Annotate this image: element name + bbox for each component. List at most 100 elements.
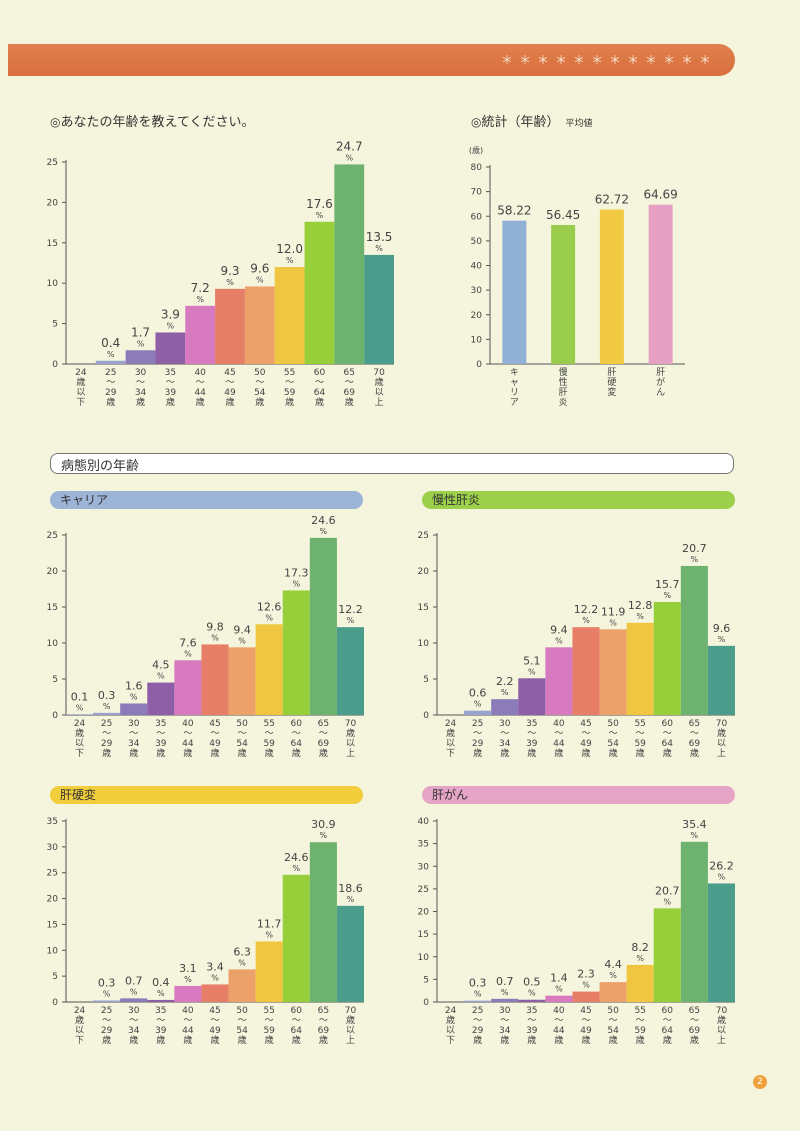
x-tick-label: 65: [689, 1006, 700, 1016]
data-label: 58.22: [497, 204, 531, 218]
bar: [255, 941, 283, 1002]
disease-section-title: 病態別の年齢: [61, 459, 140, 474]
data-label: 2.3: [577, 968, 595, 981]
x-tick-label: 70: [716, 1006, 728, 1016]
data-label: 1.4: [550, 972, 568, 985]
x-tick-label: 上: [346, 1035, 355, 1046]
x-tick-label: 〜: [345, 378, 354, 388]
data-label-unit: %: [292, 864, 300, 873]
x-tick-label: 歳: [446, 1014, 455, 1026]
data-label: 0.4: [101, 336, 120, 350]
x-tick-label: 歳: [210, 1034, 219, 1046]
data-label-unit: %: [76, 703, 84, 712]
title-mark: ◎: [50, 115, 61, 129]
y-tick-label: 25: [418, 531, 429, 541]
data-label: 0.7: [496, 975, 514, 988]
x-tick-label: 55: [263, 1006, 274, 1016]
x-tick-label: 55: [634, 1006, 645, 1016]
data-label-unit: %: [691, 555, 699, 564]
x-tick-label: 以: [75, 1026, 84, 1036]
bar: [174, 660, 202, 715]
bar: [309, 842, 337, 1002]
x-tick-label: 歳: [375, 376, 384, 388]
stats-title: ◎統計（年齢） 平均値: [471, 111, 593, 130]
x-tick-label: 24: [445, 719, 457, 729]
x-tick-label: 24: [75, 368, 87, 378]
x-tick-label: 歳: [102, 1034, 111, 1046]
x-tick-label: 歳: [346, 1014, 355, 1026]
x-tick-label: 60: [662, 719, 674, 729]
y-tick-label: 5: [423, 975, 429, 985]
data-label: 5.1: [523, 654, 541, 667]
y-tick-label: 15: [47, 920, 58, 930]
x-tick-label: 25: [472, 719, 483, 729]
bar: [93, 712, 121, 715]
x-tick-label: 〜: [500, 1016, 509, 1026]
x-tick-label: 歳: [527, 1034, 536, 1046]
x-tick-label: 30: [499, 719, 511, 729]
x-tick-label: 歳: [238, 1034, 247, 1046]
data-label: 9.8: [206, 620, 224, 633]
y-tick-label: 20: [471, 311, 483, 321]
x-tick-label: リ: [510, 388, 519, 398]
bar: [707, 645, 735, 715]
data-label: 30.9: [311, 818, 336, 831]
data-label: 62.72: [595, 193, 629, 207]
x-tick-label: 〜: [636, 1016, 645, 1026]
x-tick-label: 70: [345, 719, 357, 729]
bar: [464, 1000, 492, 1002]
x-tick-label: 59: [634, 739, 646, 749]
x-tick-label: 40: [182, 1006, 194, 1016]
data-label: 12.6: [257, 600, 282, 613]
x-tick-label: 34: [135, 388, 147, 398]
data-label: 12.2: [338, 603, 363, 616]
y-tick-label: 5: [423, 675, 429, 685]
x-tick-label: 歳: [446, 727, 455, 739]
bar: [147, 682, 175, 715]
x-tick-label: 70: [373, 368, 385, 378]
x-tick-label: 64: [314, 388, 326, 398]
x-tick-label: 歳: [319, 747, 328, 759]
chart-cirrhosis-age: 0510152025303524歳以下0.3%25〜29歳0.7%30〜34歳0…: [47, 817, 364, 1046]
x-tick-label: 30: [128, 1006, 140, 1016]
x-tick-label: 〜: [636, 729, 645, 739]
x-tick-label: 60: [291, 1006, 303, 1016]
x-tick-label: 歳: [292, 747, 301, 759]
bar: [545, 647, 573, 715]
x-tick-label: 〜: [285, 378, 294, 388]
data-label-unit: %: [265, 613, 273, 622]
x-tick-label: 〜: [156, 729, 165, 739]
y-tick-label: 15: [47, 239, 58, 249]
data-label: 0.1: [71, 690, 89, 703]
x-tick-label: 65: [344, 368, 355, 378]
x-tick-label: 歳: [102, 747, 111, 759]
x-tick-label: 歳: [473, 747, 482, 759]
x-tick-label: 慢: [559, 366, 568, 378]
x-tick-label: 以: [346, 1026, 355, 1036]
data-label-unit: %: [582, 616, 590, 625]
data-label-unit: %: [157, 672, 165, 681]
data-label-unit: %: [691, 831, 699, 840]
data-label: 1.6: [125, 679, 143, 692]
data-label-unit: %: [636, 954, 644, 963]
x-tick-label: ん: [656, 387, 665, 398]
x-tick-label: 〜: [106, 378, 115, 388]
data-label: 35.4: [682, 818, 707, 831]
x-tick-label: 歳: [225, 396, 234, 408]
x-tick-label: 35: [155, 719, 166, 729]
data-label-unit: %: [609, 971, 617, 980]
bar: [648, 204, 673, 364]
x-tick-label: 49: [580, 1026, 592, 1036]
x-tick-label: 歳: [717, 1014, 726, 1026]
data-label: 17.6: [306, 197, 333, 211]
data-label-unit: %: [474, 990, 482, 999]
x-tick-label: 歳: [690, 747, 699, 759]
data-label-unit: %: [130, 987, 138, 996]
y-tick-label: 5: [52, 972, 58, 982]
x-tick-label: 歳: [136, 396, 145, 408]
x-tick-label: 54: [236, 1026, 248, 1036]
bar: [551, 224, 576, 364]
x-tick-label: 〜: [527, 1016, 536, 1026]
x-tick-label: 40: [194, 368, 206, 378]
x-tick-label: 64: [291, 739, 303, 749]
